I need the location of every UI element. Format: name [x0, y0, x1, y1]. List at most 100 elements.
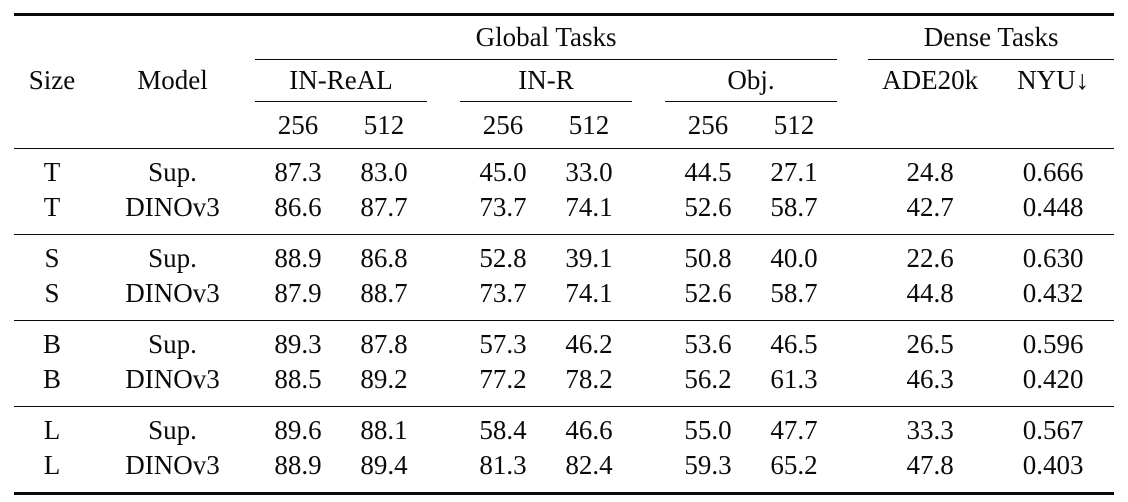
cell-value: 58.7 — [770, 278, 818, 308]
blank-cell — [427, 406, 460, 448]
blank-cell — [427, 149, 460, 191]
cell-model: DINOv3 — [125, 364, 220, 394]
cell-value: 61.3 — [770, 364, 818, 394]
blank-cell — [632, 276, 665, 321]
cell-value: 88.9 — [274, 450, 322, 480]
cell-value: 89.2 — [360, 364, 408, 394]
cell-value: 46.5 — [751, 320, 838, 362]
cell-value: 88.5 — [274, 364, 322, 394]
col-header-size: Size — [28, 65, 76, 95]
cell-value: 26.5 — [868, 320, 993, 362]
cell-value: 88.1 — [341, 406, 427, 448]
table-row: T DINOv3 86.6 87.7 73.7 74.1 52.6 58.7 4… — [14, 190, 1114, 235]
column-header-row: Size Model IN-ReAL IN-R Obj. ADE20k NYU↓ — [14, 59, 1114, 102]
cell-value: 86.8 — [341, 234, 427, 276]
blank-cell — [837, 320, 869, 362]
cell-value: 73.7 — [479, 192, 527, 222]
cell-value: 0.666 — [1022, 157, 1084, 187]
cell-size: L — [14, 406, 90, 448]
blank-cell — [427, 362, 460, 407]
cell-value: 44.5 — [684, 157, 732, 187]
blank-cell — [632, 101, 665, 149]
blank-cell — [90, 101, 255, 149]
cell-value: 27.1 — [770, 157, 818, 187]
table-row: L Sup. 89.6 88.1 58.4 46.6 55.0 47.7 33.… — [14, 406, 1115, 448]
col-header-obj: Obj. — [665, 59, 838, 102]
cell-size: L — [43, 450, 61, 480]
cell-value: 74.1 — [565, 278, 613, 308]
blank-cell — [868, 101, 993, 149]
cell-size: S — [14, 234, 90, 276]
cell-value: 50.8 — [665, 234, 751, 276]
blank-cell — [837, 406, 869, 448]
cell-value: 39.1 — [546, 234, 632, 276]
cell-model: DINOv3 — [125, 278, 220, 308]
blank-cell — [632, 190, 665, 235]
cell-value: 59.3 — [684, 450, 732, 480]
cell-value: 46.2 — [546, 320, 632, 362]
col-header-model: Model — [137, 65, 208, 95]
cell-value: 0.420 — [1022, 364, 1084, 394]
blank-cell — [837, 149, 868, 191]
cell-value: 40.0 — [751, 234, 838, 276]
blank-cell — [837, 101, 869, 149]
cell-model: Sup. — [90, 406, 255, 448]
cell-model: Sup. — [90, 234, 255, 276]
cell-value: 83.0 — [360, 157, 408, 187]
cell-value: 47.7 — [751, 406, 838, 448]
cell-value: 56.2 — [684, 364, 732, 394]
cell-size: T — [43, 192, 61, 222]
blank-cell — [427, 60, 460, 102]
cell-size: B — [14, 320, 90, 362]
cell-value: 87.9 — [274, 278, 322, 308]
col-header-res-256: 256 — [665, 101, 751, 149]
cell-value: 73.7 — [479, 278, 527, 308]
cell-model: DINOv3 — [125, 450, 220, 480]
col-header-res-512: 512 — [341, 101, 427, 149]
blank-cell — [837, 190, 868, 235]
col-header-ade20k: ADE20k — [882, 65, 979, 96]
blank-cell — [427, 276, 460, 321]
cell-value: 0.630 — [992, 234, 1115, 276]
cell-value: 89.6 — [255, 406, 341, 448]
cell-value: 78.2 — [565, 364, 613, 394]
cell-size: B — [42, 364, 61, 394]
cell-value: 53.6 — [665, 320, 751, 362]
cell-value: 46.6 — [546, 406, 632, 448]
table-row: B DINOv3 88.5 89.2 77.2 78.2 56.2 61.3 4… — [14, 362, 1114, 407]
col-header-res-512: 512 — [546, 101, 632, 149]
cell-value: 87.8 — [341, 320, 427, 362]
cell-value: 52.6 — [684, 278, 732, 308]
blank-cell — [427, 320, 460, 362]
col-header-nyu: NYU↓ — [1017, 65, 1090, 96]
col-group-dense-tasks: Dense Tasks — [868, 14, 1115, 60]
cell-value: 42.7 — [906, 192, 954, 222]
cell-value: 33.0 — [565, 157, 613, 187]
cell-value: 77.2 — [479, 364, 527, 394]
table-row: S DINOv3 87.9 88.7 73.7 74.1 52.6 58.7 4… — [14, 276, 1114, 321]
blank-cell — [427, 448, 460, 494]
group-header-row: Global Tasks Dense Tasks — [14, 14, 1115, 60]
resolution-header-row: 256 512 256 512 256 512 — [14, 101, 1115, 149]
blank-cell — [632, 320, 665, 362]
cell-value: 0.596 — [992, 320, 1115, 362]
cell-value: 86.6 — [274, 192, 322, 222]
table-row: B Sup. 89.3 87.8 57.3 46.2 53.6 46.5 26.… — [14, 320, 1115, 362]
cell-value: 82.4 — [565, 450, 613, 480]
cell-size: T — [43, 157, 61, 187]
cell-value: 24.8 — [906, 157, 954, 187]
cell-value: 45.0 — [479, 157, 527, 187]
cell-value: 74.1 — [565, 192, 613, 222]
cell-value: 0.448 — [1022, 192, 1084, 222]
blank-cell — [14, 101, 90, 149]
blank-cell — [632, 60, 665, 102]
col-header-res-512: 512 — [751, 101, 838, 149]
col-header-res-256: 256 — [255, 101, 341, 149]
cell-value: 0.567 — [992, 406, 1115, 448]
cell-value: 52.6 — [684, 192, 732, 222]
blank-cell — [632, 362, 665, 407]
cell-value: 47.8 — [906, 450, 954, 480]
cell-value: 88.7 — [360, 278, 408, 308]
blank-cell — [992, 101, 1115, 149]
